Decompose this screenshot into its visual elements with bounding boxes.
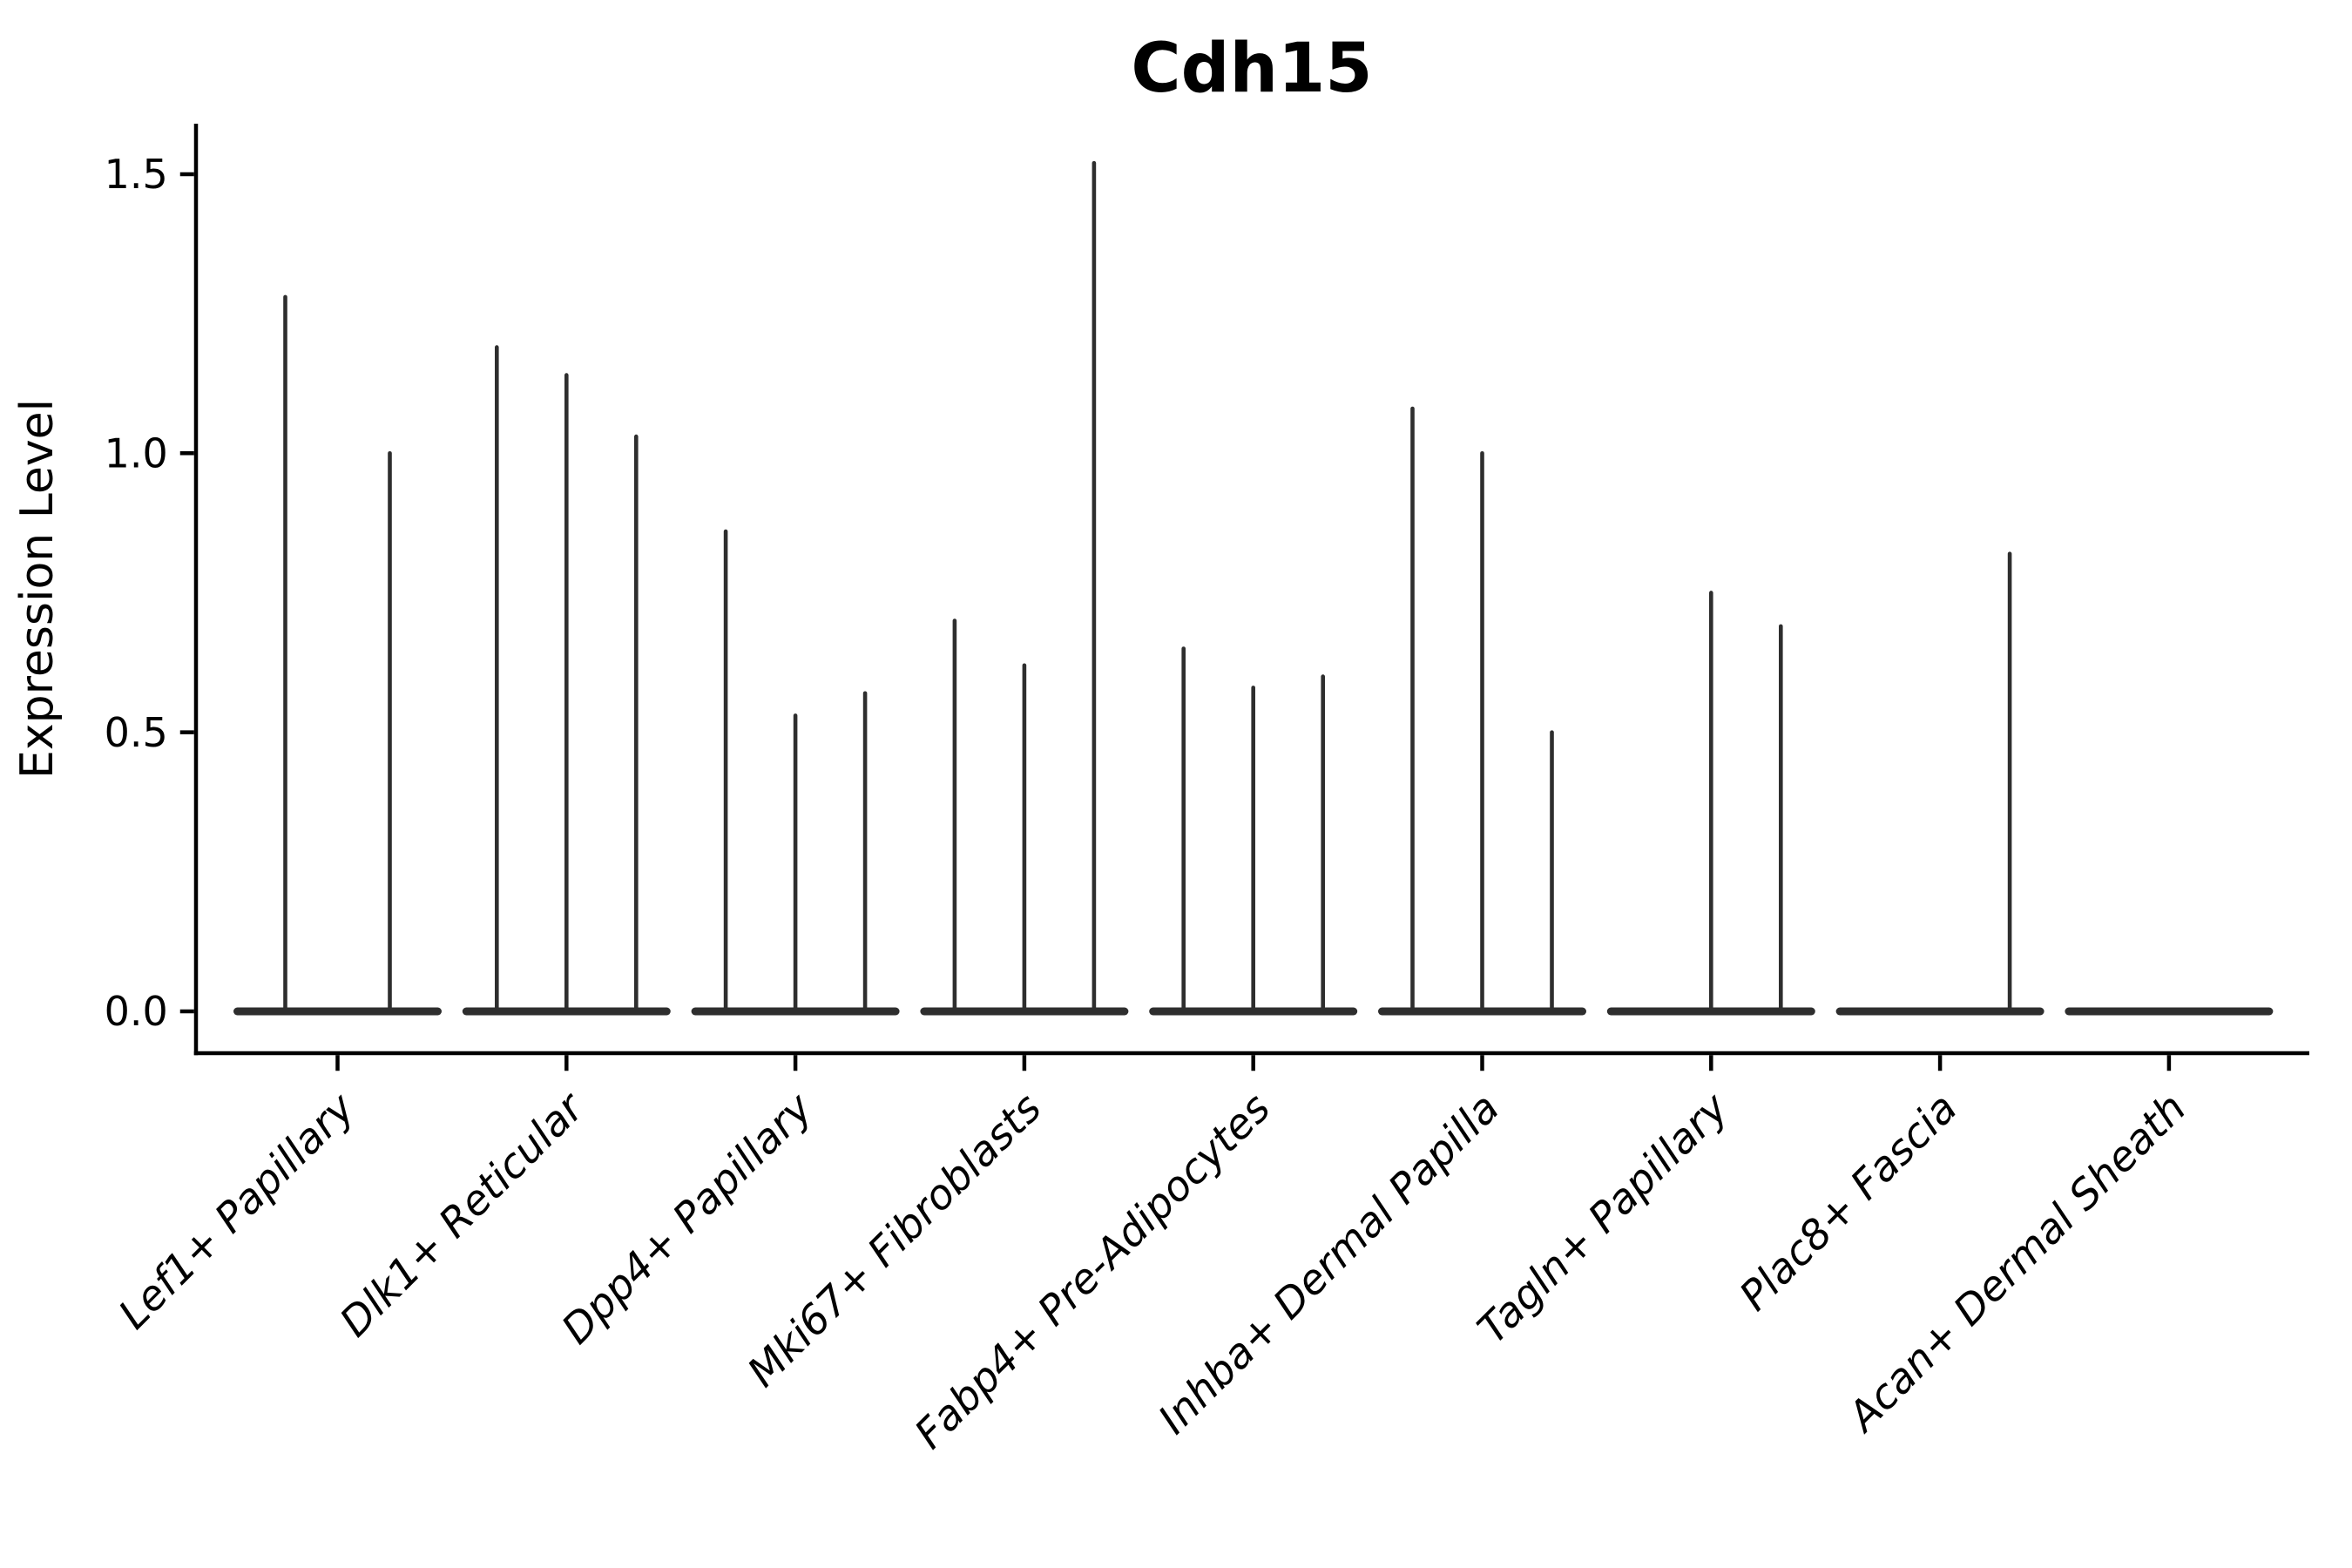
x-tick-label: Lef1+ Papillary: [110, 1084, 365, 1339]
x-tick-label: Dlk1+ Reticular: [331, 1083, 595, 1347]
x-tick-label: Tagln+ Papillary: [1469, 1084, 1739, 1354]
y-tick-label: 0.0: [105, 988, 168, 1035]
chart-title: Cdh15: [1131, 30, 1372, 108]
y-tick-label: 1.0: [105, 429, 168, 476]
y-tick-label: 0.5: [105, 709, 168, 756]
x-tick-label: Dpp4+ Papillary: [552, 1084, 822, 1354]
y-axis-label: Expression Level: [11, 399, 64, 779]
y-tick-label: 1.5: [105, 151, 168, 198]
x-tick-label: Plac8+ Fascia: [1731, 1085, 1967, 1321]
